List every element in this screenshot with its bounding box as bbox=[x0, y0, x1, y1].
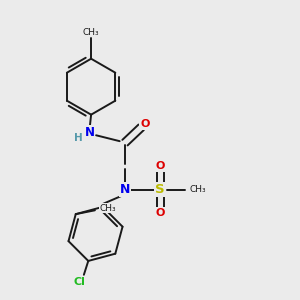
Text: H: H bbox=[74, 133, 83, 143]
Text: O: O bbox=[156, 208, 165, 218]
Text: CH₃: CH₃ bbox=[99, 204, 116, 213]
Text: Cl: Cl bbox=[74, 277, 86, 286]
Text: O: O bbox=[140, 119, 149, 129]
Text: CH₃: CH₃ bbox=[189, 185, 206, 194]
Text: N: N bbox=[85, 126, 94, 139]
Text: S: S bbox=[155, 183, 165, 196]
Text: CH₃: CH₃ bbox=[83, 28, 99, 37]
Text: O: O bbox=[156, 161, 165, 171]
Text: N: N bbox=[120, 183, 130, 196]
